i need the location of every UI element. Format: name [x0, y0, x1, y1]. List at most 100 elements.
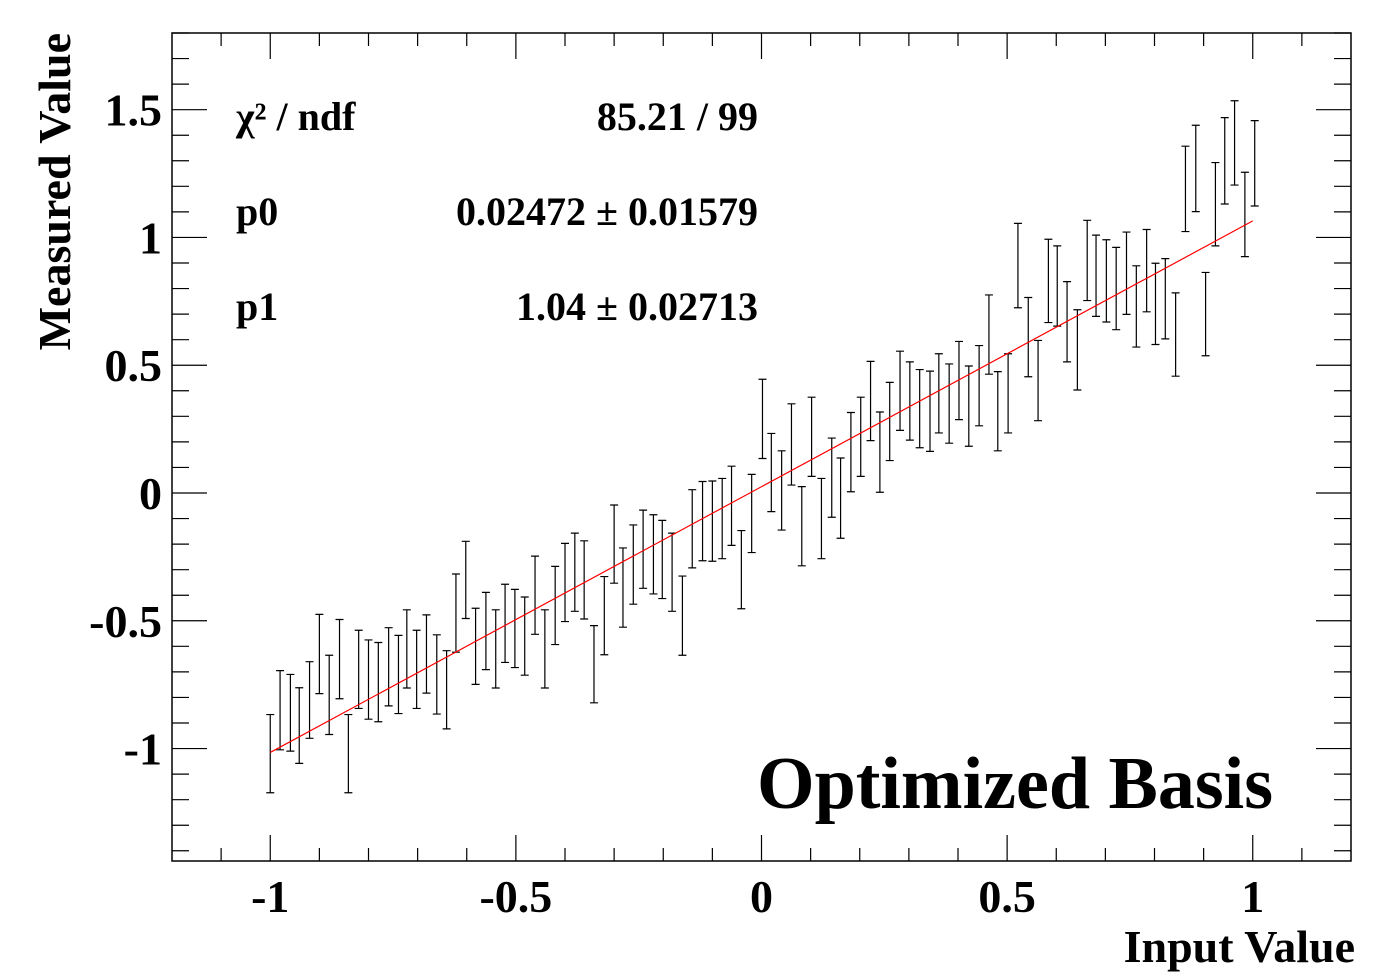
error-bar	[442, 650, 451, 730]
error-bar	[600, 575, 609, 656]
error-bar	[266, 713, 275, 794]
error-bar	[668, 532, 677, 612]
error-bar	[727, 465, 736, 546]
y-tick-label: -1	[124, 724, 162, 775]
error-bar	[1191, 124, 1200, 213]
error-bar	[551, 565, 560, 646]
error-bar	[649, 514, 658, 595]
error-bar	[1171, 292, 1180, 377]
error-bar	[471, 607, 480, 686]
error-bar	[295, 687, 304, 764]
error-bar	[658, 519, 667, 600]
error-bar	[335, 618, 344, 700]
error-bar	[1201, 271, 1210, 357]
stat-value: 1.04 ± 0.02713	[516, 284, 758, 329]
error-bar	[758, 378, 767, 460]
error-bar	[787, 403, 796, 486]
y-tick-label: 1	[139, 212, 162, 263]
error-bar	[481, 591, 490, 671]
error-bar	[807, 396, 816, 477]
error-bar	[394, 634, 403, 715]
stat-value: 0.02472 ± 0.01579	[456, 189, 758, 234]
error-bar	[540, 609, 549, 689]
error-bar	[964, 365, 973, 447]
annotation: Optimized Basis	[757, 743, 1273, 825]
y-tick-label: 1.5	[105, 85, 163, 136]
error-bar	[1004, 353, 1013, 434]
error-bar	[1220, 116, 1229, 205]
error-bar	[984, 294, 993, 375]
stat-label: p0	[236, 189, 278, 234]
error-bar	[1112, 246, 1121, 331]
error-bar	[737, 529, 746, 610]
error-bar	[570, 532, 579, 612]
error-bar	[315, 613, 324, 695]
error-bar	[954, 340, 963, 421]
x-tick-label: -1	[251, 871, 289, 922]
y-tick-label: -0.5	[89, 596, 162, 647]
error-bar	[639, 509, 648, 589]
error-bar	[384, 627, 393, 707]
error-bar	[286, 673, 295, 752]
error-bar	[945, 363, 954, 444]
x-tick-label: 0.5	[978, 871, 1036, 922]
error-bar	[1122, 231, 1131, 315]
error-bar	[432, 634, 441, 715]
error-bar	[510, 588, 519, 669]
error-bar	[836, 457, 845, 539]
error-bar	[875, 411, 884, 493]
error-bar	[1073, 309, 1082, 391]
error-bar	[561, 542, 569, 623]
x-tick-label: 1	[1241, 871, 1264, 922]
error-bar	[1151, 262, 1160, 346]
error-bar	[896, 350, 905, 431]
error-bar	[1083, 219, 1092, 302]
error-bar	[1250, 120, 1259, 207]
error-bar	[856, 396, 865, 477]
error-bar	[451, 573, 460, 653]
y-axis-label: Measured Value	[29, 33, 80, 350]
error-bar	[777, 450, 786, 531]
x-tick-label: -0.5	[479, 871, 552, 922]
error-bar	[934, 353, 943, 434]
error-bar	[767, 432, 776, 513]
error-bar	[678, 575, 687, 656]
error-bar	[1132, 265, 1141, 348]
error-bar	[1044, 238, 1053, 324]
x-tick-label: 0	[750, 871, 773, 922]
error-bar	[1024, 296, 1033, 378]
fit-line	[269, 220, 1254, 753]
error-bar	[501, 583, 510, 664]
error-bar	[461, 540, 470, 620]
error-bar	[422, 614, 431, 694]
error-bar	[402, 609, 411, 689]
error-bar	[629, 524, 638, 605]
error-bar	[747, 473, 756, 554]
error-bar	[325, 654, 334, 736]
error-bar	[589, 625, 598, 704]
error-bar	[993, 371, 1002, 452]
error-bar	[817, 477, 826, 560]
error-bar	[1230, 100, 1239, 186]
y-tick-label: 0.5	[105, 340, 163, 391]
error-bar	[1240, 171, 1249, 258]
error-bar	[610, 504, 619, 584]
error-bar	[846, 411, 855, 493]
error-bar	[531, 555, 540, 635]
error-bar	[698, 480, 707, 562]
error-bar	[1034, 339, 1043, 422]
error-bar	[915, 368, 924, 449]
error-bar	[885, 381, 894, 462]
x-axis-label: Input Value	[1124, 921, 1355, 972]
stat-label: χ² / ndf	[235, 94, 356, 139]
error-bar	[520, 596, 529, 676]
error-bar	[688, 489, 697, 569]
error-bar	[1142, 228, 1151, 313]
error-bar	[1161, 258, 1170, 340]
error-bar	[975, 344, 984, 427]
error-bar	[412, 629, 421, 710]
y-tick-label: 0	[139, 468, 162, 519]
error-bar	[708, 480, 717, 562]
error-bar	[1053, 245, 1062, 327]
